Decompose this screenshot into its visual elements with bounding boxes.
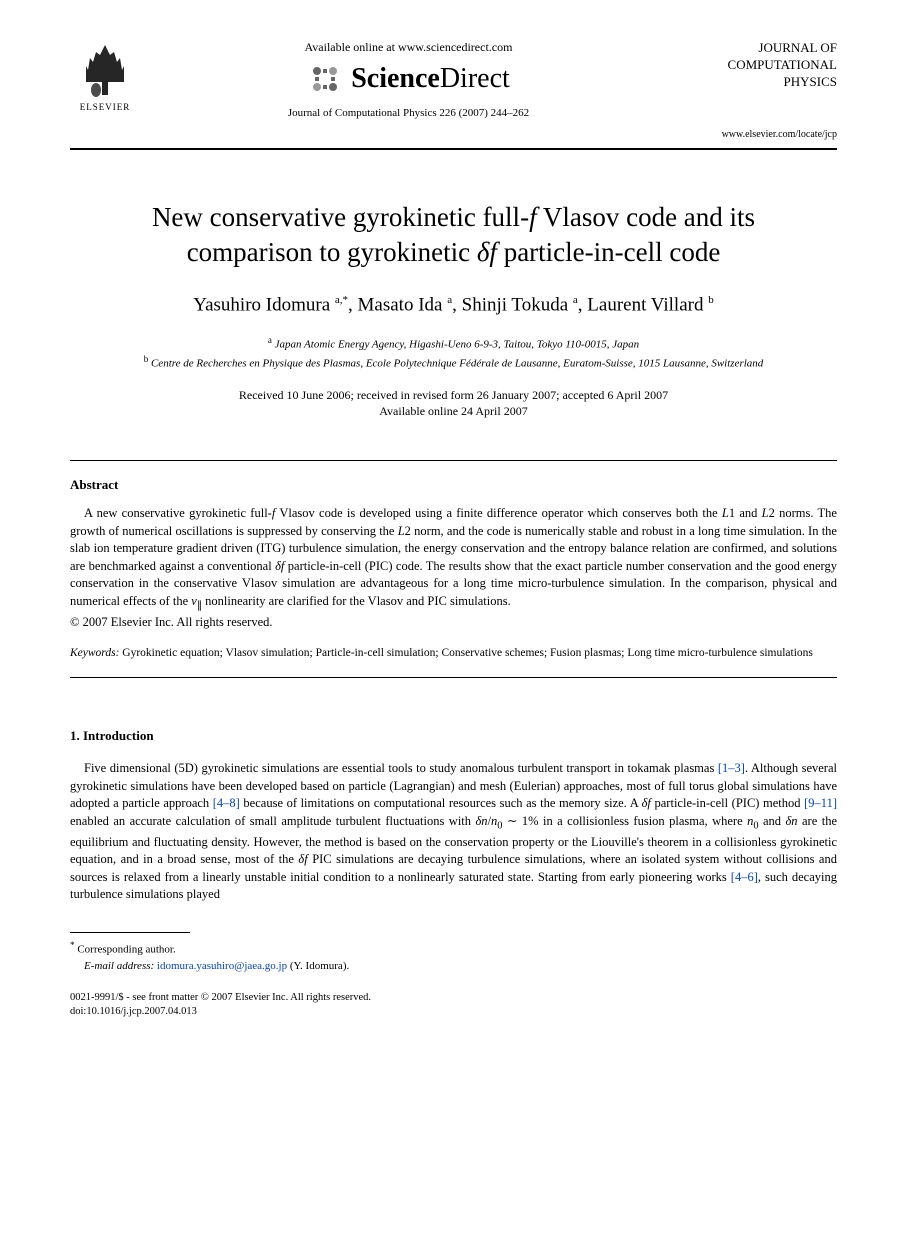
author-1: Yasuhiro Idomura [193,294,330,315]
available-online-text: Available online at www.sciencedirect.co… [140,40,677,55]
intro-heading: 1. Introduction [70,728,837,744]
journal-name: JOURNAL OF COMPUTATIONAL PHYSICS [677,40,837,91]
sciencedirect-text: ScienceDirect [351,63,510,95]
abstract-rule-top [70,460,837,461]
abstract-heading: Abstract [70,477,837,493]
elsevier-logo: ELSEVIER [70,40,140,120]
ref-link-4-6[interactable]: [4–6] [731,870,758,884]
page-header: ELSEVIER Available online at www.science… [70,40,837,140]
journal-citation: Journal of Computational Physics 226 (20… [140,107,677,119]
right-header: JOURNAL OF COMPUTATIONAL PHYSICS www.els… [677,40,837,140]
header-rule-2 [70,149,837,150]
abstract-copyright: © 2007 Elsevier Inc. All rights reserved… [70,614,837,632]
center-header: Available online at www.sciencedirect.co… [140,40,677,119]
article-dates: Received 10 June 2006; received in revis… [70,387,837,421]
locate-url: www.elsevier.com/locate/jcp [677,129,837,140]
ref-link-4-8[interactable]: [4–8] [213,796,240,810]
article-title: New conservative gyrokinetic full-f Vlas… [90,200,817,270]
affiliation-b: Centre de Recherches en Physique des Pla… [151,358,763,370]
ref-link-1-3[interactable]: [1–3] [718,761,745,775]
authors: Yasuhiro Idomura a,*, Masato Ida a, Shin… [70,294,837,316]
elsevier-label: ELSEVIER [80,102,131,112]
sciencedirect-icon [307,61,343,97]
author-4: Laurent Villard [587,294,703,315]
intro-paragraph: Five dimensional (5D) gyrokinetic simula… [70,760,837,904]
ref-link-9-11[interactable]: [9–11] [804,796,837,810]
doi-line: doi:10.1016/j.jcp.2007.04.013 [70,1005,837,1020]
page-footer: 0021-9991/$ - see front matter © 2007 El… [70,991,837,1020]
affiliation-a: Japan Atomic Energy Agency, Higashi-Ueno… [275,339,639,351]
abstract-rule-bottom [70,677,837,678]
abstract-body: A new conservative gyrokinetic full-f Vl… [70,505,837,631]
footnotes: * Corresponding author. E-mail address: … [70,939,837,975]
footnote-rule [70,932,190,933]
elsevier-tree-icon [78,40,133,100]
affiliations: a Japan Atomic Energy Agency, Higashi-Ue… [70,334,837,372]
issn-line: 0021-9991/$ - see front matter © 2007 El… [70,991,837,1006]
author-3: Shinji Tokuda [462,294,569,315]
sciencedirect-logo: ScienceDirect [140,61,677,97]
keywords: Keywords: Gyrokinetic equation; Vlasov s… [70,645,837,661]
author-2: Masato Ida [358,294,443,315]
corresponding-author: Corresponding author. [77,944,175,956]
author-email-link[interactable]: idomura.yasuhiro@jaea.go.jp [157,960,287,972]
